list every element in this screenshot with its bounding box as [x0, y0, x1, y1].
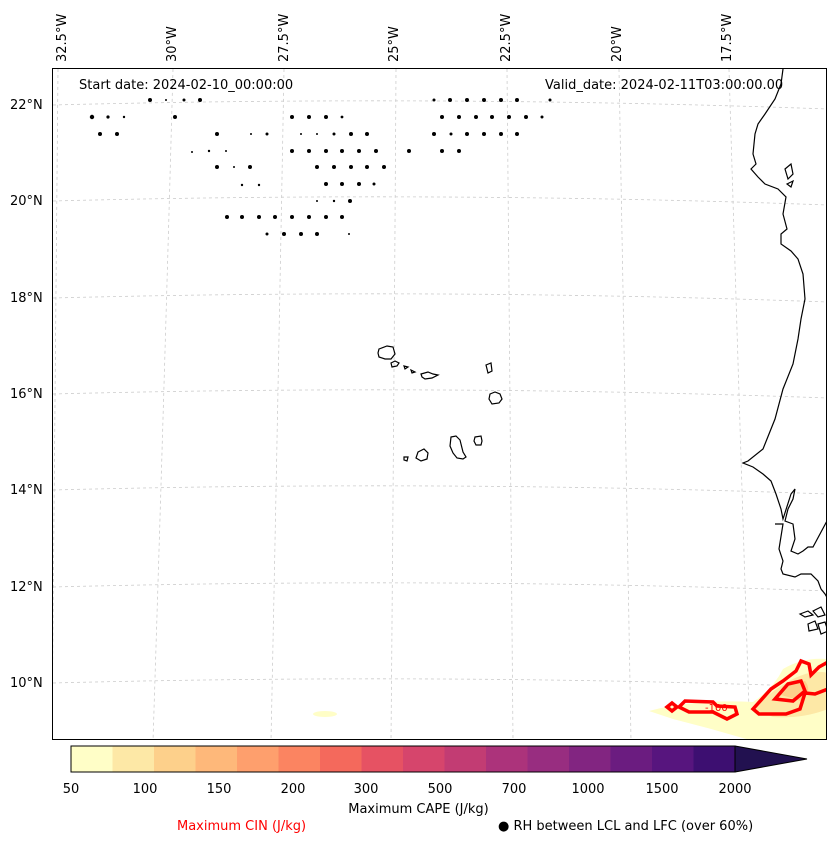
colorbar-cell	[652, 746, 694, 772]
colorbar-title: Maximum CAPE (J/kg)	[348, 802, 489, 817]
colorbar-cell	[154, 746, 196, 772]
colorbar-cell	[320, 746, 362, 772]
lat-label-20n: 20°N	[10, 194, 43, 209]
lon-label-22-5w: 22.5°W	[499, 13, 514, 62]
colorbar-tick-500: 500	[427, 782, 453, 797]
lat-label-14n: 14°N	[10, 483, 43, 498]
colorbar-cell	[361, 746, 404, 772]
coastline	[377, 69, 826, 635]
colorbar-cell	[569, 746, 611, 772]
lon-label-20w: 20°W	[610, 26, 625, 62]
lat-label-10n: 10°N	[10, 676, 43, 691]
colorbar-cell	[527, 746, 570, 772]
lat-label-18n: 18°N	[10, 291, 43, 306]
lon-label-32-5w: 32.5°W	[55, 13, 70, 62]
colorbar	[70, 745, 808, 773]
colorbar-cell	[278, 746, 321, 772]
colorbar-tick-700: 700	[501, 782, 527, 797]
colorbar-cell	[112, 746, 155, 772]
colorbar-cell	[71, 746, 113, 772]
colorbar-extend-cell	[735, 746, 807, 772]
lon-label-30w: 30°W	[165, 26, 180, 62]
cin-legend-label: Maximum CIN (J/kg)	[177, 819, 307, 834]
colorbar-cell	[486, 746, 528, 772]
colorbar-tick-150: 150	[206, 782, 232, 797]
colorbar-cell	[237, 746, 279, 772]
colorbar-cell	[403, 746, 445, 772]
colorbar-cell	[610, 746, 653, 772]
rh-legend-label: ● RH between LCL and LFC (over 60%)	[498, 819, 754, 834]
lat-label-16n: 16°N	[10, 387, 43, 402]
lon-label-27-5w: 27.5°W	[277, 13, 292, 62]
colorbar-tick-1000: 1000	[571, 782, 605, 797]
colorbar-tick-50: 50	[62, 782, 80, 797]
cape-shading	[313, 658, 826, 739]
colorbar-tick-1500: 1500	[645, 782, 679, 797]
valid-date-label: Valid_date: 2024-02-11T03:00:00.00	[545, 78, 784, 93]
lat-label-12n: 12°N	[10, 580, 43, 595]
colorbar-tick-300: 300	[353, 782, 379, 797]
gridlines	[53, 69, 826, 739]
colorbar-tick-2000: 2000	[718, 782, 752, 797]
colorbar-cell	[195, 746, 238, 772]
map-panel[interactable]: -100	[52, 68, 827, 740]
lon-label-17-5w: 17.5°W	[720, 13, 735, 62]
map-canvas: -100	[53, 69, 826, 739]
start-date-label: Start date: 2024-02-10_00:00:00	[79, 78, 294, 93]
cin-contour-label: -100	[705, 703, 728, 714]
colorbar-cell	[693, 746, 736, 772]
cin-contour	[664, 658, 826, 721]
rh-markers	[89, 98, 552, 236]
colorbar-tick-200: 200	[280, 782, 306, 797]
colorbar-frame	[70, 745, 736, 773]
colorbar-cell	[444, 746, 487, 772]
lon-label-25w: 25°W	[387, 26, 402, 62]
colorbar-tick-100: 100	[132, 782, 158, 797]
colorbar-extend-arrow	[734, 745, 808, 773]
lat-label-22n: 22°N	[10, 98, 43, 113]
